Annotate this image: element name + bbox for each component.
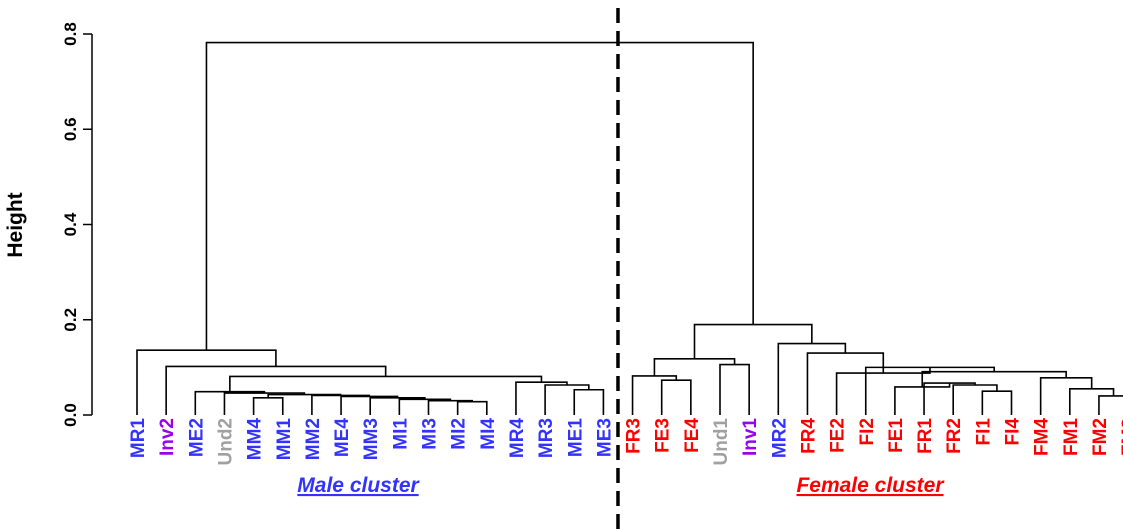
leaf-label: FM1 bbox=[1061, 418, 1082, 456]
leaf-label: MR2 bbox=[769, 418, 790, 458]
dendrogram-link bbox=[864, 366, 995, 415]
y-tick-label: 0.8 bbox=[61, 22, 80, 46]
leaf-label: MI4 bbox=[478, 418, 499, 450]
leaf-label: FM4 bbox=[1032, 418, 1053, 456]
dendrogram-link bbox=[835, 367, 931, 415]
leaf-label: MM3 bbox=[361, 418, 382, 460]
y-tick-label: 0.4 bbox=[61, 212, 80, 236]
dendrogram-link bbox=[806, 352, 885, 415]
dendrogram-link bbox=[398, 398, 452, 415]
leaf-label: Und2 bbox=[215, 418, 236, 466]
male-cluster-label: Male cluster bbox=[297, 474, 420, 497]
leaf-labels: MR1 Inv2 ME2 Und2 MM4 MM1 MM2 ME4 MM3 MI1 MI3 MI2 MI… bbox=[128, 418, 1123, 466]
dendrogram-link bbox=[515, 381, 568, 415]
dendrogram-link bbox=[1098, 395, 1123, 415]
leaf-label: MI1 bbox=[390, 418, 411, 450]
leaf-label: Und1 bbox=[711, 418, 732, 466]
dendrogram-link bbox=[631, 375, 678, 415]
dendrogram-link bbox=[719, 363, 750, 415]
dendrogram-link bbox=[777, 342, 847, 415]
dendrogram-link bbox=[311, 394, 371, 415]
leaf-label: FR3 bbox=[624, 418, 645, 454]
leaf-label: Inv1 bbox=[740, 418, 761, 456]
dendrogram-link bbox=[653, 358, 736, 376]
dendrogram-link bbox=[229, 375, 543, 392]
leaf-label: FM2 bbox=[1090, 418, 1111, 456]
dendrogram-link bbox=[205, 41, 754, 351]
leaf-label: MR4 bbox=[507, 418, 528, 459]
leaf-label: FI4 bbox=[1003, 418, 1024, 446]
dendrogram-link bbox=[252, 397, 284, 415]
leaf-label: FR1 bbox=[915, 418, 936, 454]
leaf-label: FR4 bbox=[798, 418, 819, 454]
leaf-label: ME1 bbox=[565, 418, 586, 458]
leaf-label: MI3 bbox=[420, 418, 441, 450]
y-axis-title: Height bbox=[4, 192, 27, 257]
leaf-label: FM3 bbox=[1119, 418, 1123, 456]
leaf-label: MI2 bbox=[449, 418, 470, 450]
dendrogram-links bbox=[136, 41, 1123, 415]
leaf-label: FE4 bbox=[682, 418, 703, 453]
dendrogram-link bbox=[427, 399, 474, 415]
dendrogram-link bbox=[573, 388, 605, 415]
leaf-label: FE1 bbox=[886, 418, 907, 453]
leaf-label: MR3 bbox=[536, 418, 557, 458]
dendrogram-link bbox=[340, 395, 399, 415]
dendrogram-link bbox=[660, 379, 692, 415]
dendrogram-link bbox=[693, 323, 813, 359]
dendrogram-link bbox=[1039, 377, 1093, 415]
leaf-label: Inv2 bbox=[157, 418, 178, 456]
leaf-label: FE3 bbox=[653, 418, 674, 453]
dendrogram-link bbox=[923, 382, 976, 415]
dendrogram-link bbox=[136, 349, 277, 415]
dendrogram-link bbox=[165, 365, 387, 415]
dendrogram-link bbox=[894, 383, 951, 415]
leaf-label: MM4 bbox=[245, 418, 266, 461]
leaf-label: ME2 bbox=[186, 418, 207, 457]
leaf-label: MM2 bbox=[303, 418, 324, 460]
leaf-label: MM1 bbox=[274, 418, 295, 461]
dendrogram-link bbox=[369, 397, 426, 415]
y-tick-label: 0.2 bbox=[61, 308, 80, 332]
dendrogram-link bbox=[952, 384, 998, 415]
y-axis: 0.0 0.2 0.4 0.6 0.8 bbox=[61, 22, 93, 427]
dendrogram-link bbox=[223, 392, 306, 415]
leaf-label: FI1 bbox=[973, 418, 994, 446]
leaf-label: ME3 bbox=[594, 418, 615, 457]
leaf-label: ME4 bbox=[332, 418, 353, 458]
leaf-label: FE2 bbox=[828, 418, 849, 453]
leaf-label: MR1 bbox=[128, 418, 149, 459]
female-cluster-label: Female cluster bbox=[796, 474, 945, 497]
dendrogram-link bbox=[1069, 388, 1115, 415]
dendrogram-link bbox=[981, 390, 1013, 415]
y-tick-label: 0.6 bbox=[61, 117, 80, 141]
y-tick-label: 0.0 bbox=[61, 403, 80, 427]
dendrogram-link bbox=[456, 400, 488, 415]
leaf-label: FI2 bbox=[857, 418, 878, 445]
dendrogram-link bbox=[194, 390, 266, 415]
leaf-label: FR2 bbox=[944, 418, 965, 454]
